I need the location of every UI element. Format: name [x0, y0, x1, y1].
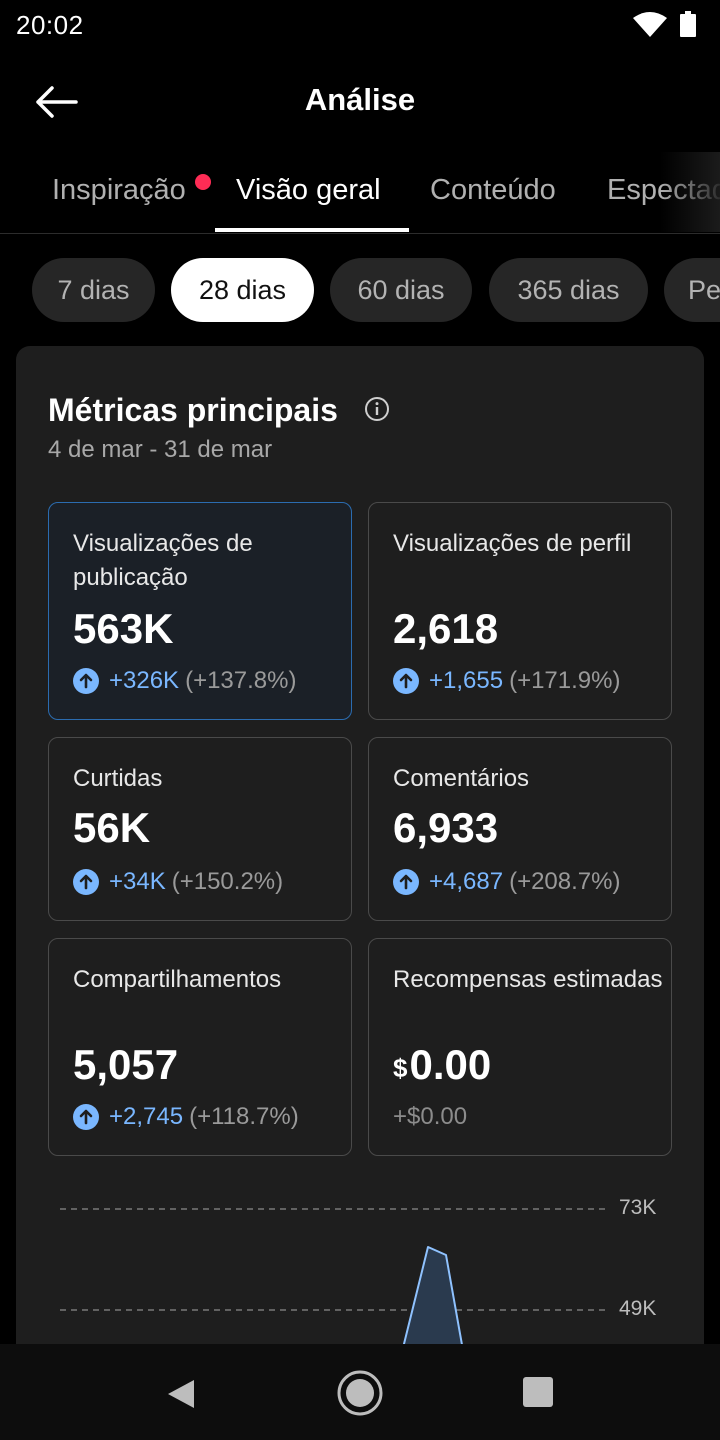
delta-percent: (+171.9%) — [509, 667, 621, 694]
tab-inspiracao[interactable]: Inspiração — [52, 174, 186, 206]
header: Análise — [0, 60, 720, 144]
metric-value: $0.00 — [393, 1041, 491, 1089]
tab-conteudo[interactable]: Conteúdo — [430, 174, 556, 206]
info-icon[interactable] — [364, 396, 390, 422]
active-tab-indicator — [215, 228, 409, 232]
notification-dot — [195, 174, 211, 190]
delta-absolute: +4,687 — [429, 868, 504, 895]
metric-estimated-rewards[interactable]: Recompensas estimadas $0.00 +$0.00 — [368, 938, 672, 1156]
metric-shares[interactable]: Compartilhamentos 5,057 +2,745 (+118.7%) — [48, 938, 352, 1156]
nav-home-icon[interactable] — [336, 1369, 384, 1417]
chip-7-dias[interactable]: 7 dias — [32, 258, 155, 322]
metric-value: 6,933 — [393, 804, 499, 851]
metric-post-views[interactable]: Visualizações de publicação 563K +326K (… — [48, 502, 352, 720]
metric-label: Recompensas estimadas — [393, 966, 663, 993]
metric-delta: +34K (+150.2%) — [73, 868, 283, 896]
metric-value: 56K — [73, 804, 151, 851]
currency-symbol: $ — [393, 1053, 408, 1083]
page-title: Análise — [304, 82, 416, 117]
arrow-up-circle-icon — [73, 1104, 99, 1130]
status-time: 20:02 — [16, 10, 84, 40]
date-range-text: 4 de mar - 31 de mar — [48, 436, 273, 463]
metrics-chart: 73K 49K — [16, 1186, 704, 1357]
metric-amount: 0.00 — [409, 1041, 492, 1088]
arrow-up-circle-icon — [393, 668, 419, 694]
delta-percent: (+150.2%) — [171, 868, 284, 895]
y-tick-label: 49K — [619, 1297, 657, 1320]
key-metrics-card: Métricas principais 4 de mar - 31 de mar… — [16, 346, 704, 1440]
metric-label: Visualizações de perfil — [393, 530, 632, 557]
metric-delta: +$0.00 — [393, 1103, 467, 1131]
metric-likes[interactable]: Curtidas 56K +34K (+150.2%) — [48, 737, 352, 921]
back-button[interactable] — [30, 78, 82, 126]
metric-profile-views[interactable]: Visualizações de perfil 2,618 +1,655 (+1… — [368, 502, 672, 720]
metric-label: Compartilhamentos — [73, 966, 282, 993]
delta-absolute: +1,655 — [429, 667, 504, 694]
chip-365-dias[interactable]: 365 dias — [489, 258, 648, 322]
metric-value: 2,618 — [393, 605, 499, 652]
metric-comments[interactable]: Comentários 6,933 +4,687 (+208.7%) — [368, 737, 672, 921]
arrow-up-circle-icon — [73, 869, 99, 895]
arrow-up-circle-icon — [393, 869, 419, 895]
delta-absolute: +34K — [109, 868, 166, 895]
metric-label: Comentários — [393, 765, 530, 792]
battery-icon — [680, 11, 696, 37]
metric-value: 563K — [73, 605, 174, 652]
delta-percent: (+137.8%) — [185, 667, 297, 694]
delta-absolute: +$0.00 — [393, 1103, 468, 1130]
chart-svg — [60, 1208, 606, 1357]
metric-delta: +326K (+137.8%) — [73, 667, 296, 695]
metric-delta: +2,745 (+118.7%) — [73, 1103, 299, 1131]
metric-delta: +4,687 (+208.7%) — [393, 868, 620, 896]
tabs-fade — [660, 152, 720, 232]
date-range-chips: 7 dias 28 dias 60 dias 365 dias Personal… — [0, 258, 720, 322]
chip-personalizado[interactable]: Personalizado — [664, 258, 720, 322]
metric-label: Curtidas — [73, 765, 163, 792]
nav-back-icon[interactable] — [162, 1376, 198, 1412]
chip-60-dias[interactable]: 60 dias — [330, 258, 472, 322]
nav-recents-icon[interactable] — [523, 1377, 553, 1407]
delta-percent: (+118.7%) — [189, 1103, 299, 1130]
arrow-up-circle-icon — [73, 668, 99, 694]
wifi-icon — [633, 12, 667, 37]
metric-delta: +1,655 (+171.9%) — [393, 667, 620, 695]
chip-28-dias[interactable]: 28 dias — [171, 258, 314, 322]
chart-area-series — [400, 1246, 465, 1357]
card-title: Métricas principais — [48, 392, 338, 428]
tab-visao-geral[interactable]: Visão geral — [236, 174, 381, 206]
tab-bar: Inspiração Visão geral Conteúdo Espectad… — [0, 152, 720, 234]
delta-percent: (+208.7%) — [509, 868, 621, 895]
delta-absolute: +2,745 — [109, 1103, 184, 1130]
metric-value: 5,057 — [73, 1041, 179, 1088]
y-tick-label: 73K — [619, 1196, 657, 1219]
system-nav-bar — [0, 1344, 720, 1440]
metric-label: Visualizações de publicação — [73, 530, 253, 591]
arrow-left-icon — [36, 86, 78, 118]
delta-absolute: +326K — [109, 667, 180, 694]
status-bar: 20:02 — [0, 0, 720, 50]
